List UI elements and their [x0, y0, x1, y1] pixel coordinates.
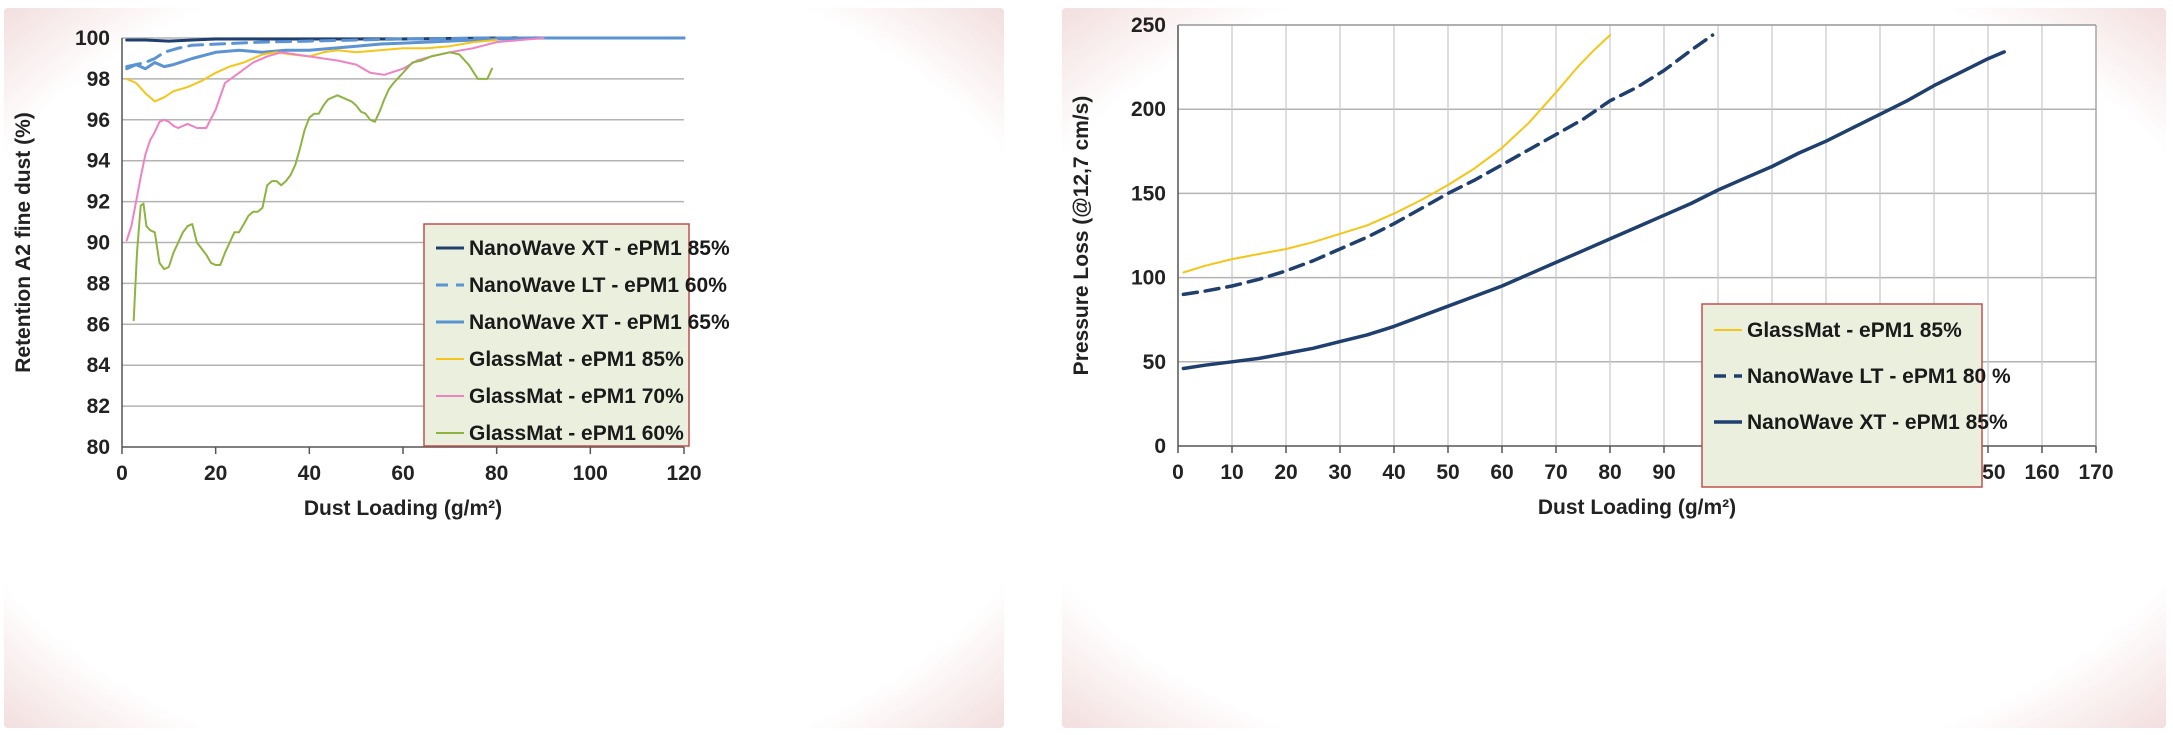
chart1-legend-label-nanowave-xt-epm1-85: NanoWave XT - ePM1 85%	[1747, 411, 2008, 434]
chart0-legend-label-glassmat-epm1-85: GlassMat - ePM1 85%	[469, 348, 684, 371]
chart0-ytick-label: 98	[87, 68, 111, 91]
chart0-legend-label-nanowave-xt-epm1-85: NanoWave XT - ePM1 85%	[469, 237, 730, 260]
chart1-ytick-label: 200	[1131, 98, 1166, 121]
chart1-xtick-label: 20	[1274, 461, 1297, 484]
chart0-series-nanowave-lt-epm1-60	[125, 36, 686, 69]
chart0-ytick-label: 96	[87, 109, 110, 132]
chart1-xtick-label: 0	[1172, 461, 1184, 484]
chart1-xtick-label: 40	[1382, 461, 1405, 484]
chart1-series-nanowave-xt-epm1-85	[1181, 50, 2006, 371]
chart0-xtick-label: 120	[666, 462, 701, 485]
chart0-series-nanowave-xt-epm1-65	[125, 36, 686, 71]
chart0-ytick-label: 82	[87, 395, 110, 418]
chart1-xtick-label: 160	[2024, 461, 2059, 484]
chart1-x-axis-title: Dust Loading (g/m²)	[1538, 496, 1736, 519]
chart0-ytick-label: 84	[87, 354, 111, 377]
chart1-xtick-label: 80	[1598, 461, 1621, 484]
pressure-loss-chart-panel: 0501001502002500102030405060708090100110…	[1062, 8, 2166, 728]
chart0-ytick-label: 80	[87, 436, 110, 459]
chart0-xtick-label: 60	[391, 462, 414, 485]
chart1-ytick-label: 250	[1131, 14, 1166, 37]
chart1-xtick-label: 60	[1490, 461, 1513, 484]
chart1-ytick-label: 100	[1131, 267, 1166, 290]
chart0-y-axis-title: Retention A2 fine dust (%)	[12, 112, 35, 373]
chart1-xtick-label: 70	[1544, 461, 1567, 484]
chart1-ytick-label: 150	[1131, 182, 1166, 205]
chart0-ytick-label: 94	[87, 150, 111, 173]
chart0-xtick-label: 40	[298, 462, 321, 485]
chart0-series-glassmat-epm1-60	[132, 51, 493, 322]
chart1-legend-label-nanowave-lt-epm1-80: NanoWave LT - ePM1 80 %	[1747, 365, 2011, 388]
retention-chart: 80 82 84 86 88 90 92 94 96 98 100 0 20 40 60 80 100 120 Du…	[12, 27, 730, 520]
chart1-xtick-label: 90	[1652, 461, 1675, 484]
chart0-ytick-label: 90	[87, 232, 110, 255]
pressure-loss-chart: 0501001502002500102030405060708090100110…	[1070, 14, 2114, 519]
retention-chart-panel: 80 82 84 86 88 90 92 94 96 98 100 0 20 40 60 80 100 120 Du…	[4, 8, 1004, 728]
chart0-legend-label-nanowave-lt-epm1-60: NanoWave LT - ePM1 60%	[469, 274, 727, 297]
chart0-legend-label-nanowave-xt-epm1-65: NanoWave XT - ePM1 65%	[469, 311, 730, 334]
chart1-xtick-label: 170	[2078, 461, 2113, 484]
chart1-series-nanowave-lt-epm1-80	[1181, 33, 1715, 297]
chart0-ytick-label: 88	[87, 272, 111, 295]
chart1-legend	[1701, 303, 1983, 488]
chart1-xtick-label: 10	[1220, 461, 1243, 484]
chart0-legend	[423, 223, 690, 447]
chart1-series-glassmat-epm1-85	[1182, 34, 1611, 274]
chart1-xtick-label: 30	[1328, 461, 1351, 484]
chart0-ytick-label: 100	[75, 27, 110, 50]
chart0-xtick-label: 100	[573, 462, 608, 485]
chart0-ytick-label: 92	[87, 191, 110, 214]
chart0-x-axis-title: Dust Loading (g/m²)	[304, 497, 502, 520]
chart0-legend-label-glassmat-epm1-60: GlassMat - ePM1 60%	[469, 422, 684, 445]
chart0-series-glassmat-epm1-85	[125, 39, 498, 103]
chart1-ytick-label: 50	[1143, 351, 1166, 374]
chart1-xtick-label: 50	[1436, 461, 1459, 484]
chart1-y-axis-title: Pressure Loss (@12,7 cm/s)	[1070, 96, 1093, 376]
chart0-ytick-label: 86	[87, 313, 110, 336]
chart1-legend-label-glassmat-epm1-85: GlassMat - ePM1 85%	[1747, 319, 1962, 342]
chart0-legend-label-glassmat-epm1-70: GlassMat - ePM1 70%	[469, 385, 684, 408]
chart1-ytick-label: 0	[1154, 435, 1166, 458]
chart0-xtick-label: 0	[116, 462, 128, 485]
chart0-xtick-label: 80	[485, 462, 508, 485]
chart0-xtick-label: 20	[204, 462, 227, 485]
chart0-series-glassmat-epm1-70	[125, 37, 545, 242]
